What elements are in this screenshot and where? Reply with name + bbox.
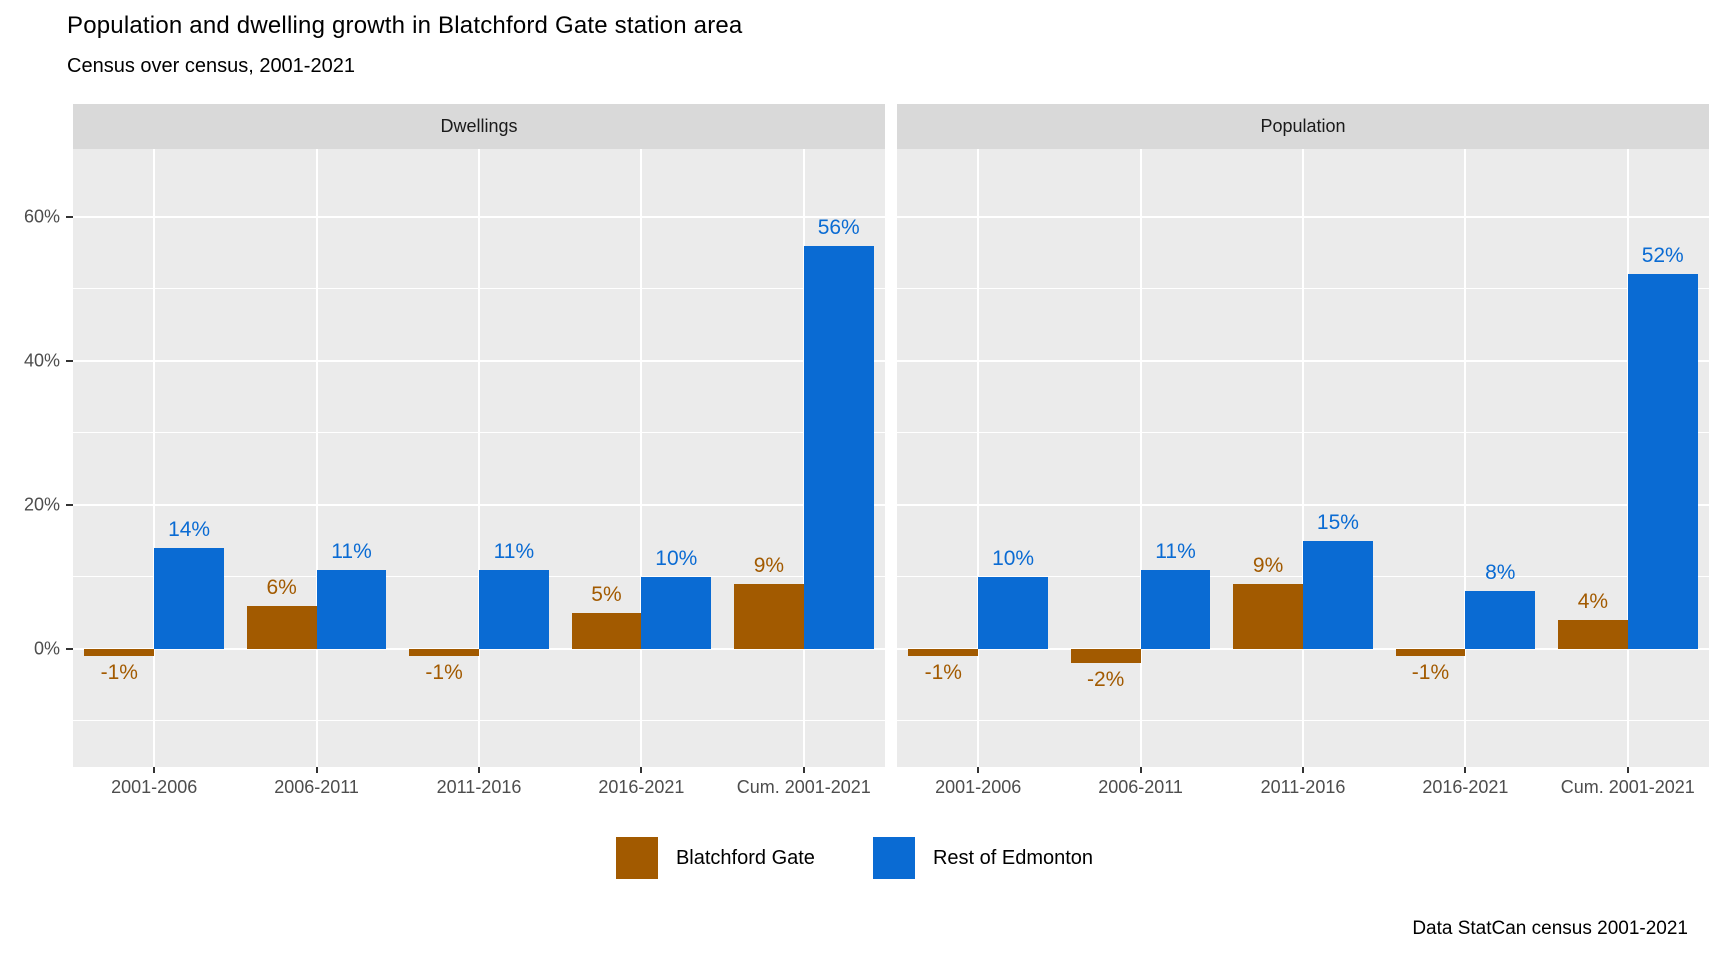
panel-population: -1% -2% 9% -1% 4% 10% 11% 15% 8% 52%: [897, 149, 1709, 767]
facet-strip-population: Population: [897, 104, 1709, 149]
bar-rest-of-edmonton: [1303, 540, 1373, 649]
bar-blatchford-gate: [1070, 648, 1141, 664]
x-axis-tick-mark: [977, 767, 980, 773]
bar-blatchford-gate: [908, 648, 979, 657]
bar-rest-of-edmonton: [978, 576, 1049, 649]
x-axis-tick-mark: [1302, 767, 1304, 773]
bar-blatchford-gate: [571, 612, 642, 649]
vertical-gridline: [1302, 149, 1304, 767]
x-axis-tick-mark: [640, 767, 643, 773]
vertical-gridline: [1464, 149, 1467, 767]
y-axis-tick-mark: [66, 647, 73, 650]
bar-rest-of-edmonton: [1465, 591, 1536, 649]
x-axis-tick-label: 2006-2011: [1098, 777, 1183, 797]
bar-rest-of-edmonton: [1140, 569, 1211, 649]
x-axis-tick-mark: [315, 767, 318, 773]
vertical-gridline: [640, 149, 643, 767]
bar-value-label: 52%: [1641, 244, 1684, 268]
bar-value-label: 10%: [992, 546, 1035, 570]
x-axis-tick-mark: [1626, 767, 1629, 773]
bar-value-label: 15%: [1316, 510, 1359, 534]
bar-blatchford-gate: [1395, 648, 1466, 657]
y-axis: 0% 20% 40% 60%: [0, 149, 73, 767]
bar-rest-of-edmonton: [154, 548, 225, 649]
chart-subtitle: Census over census, 2001-2021: [67, 55, 355, 77]
facet-strip-dwellings: Dwellings: [73, 104, 885, 149]
bar-value-label: -1%: [924, 661, 962, 685]
panel-dwellings: -1% 6% -1% 5% 9% 14% 11% 11% 10% 56%: [73, 149, 885, 767]
bar-value-label: 4%: [1577, 590, 1609, 614]
bar-value-label: -1%: [425, 661, 463, 685]
x-axis-tick-mark: [1139, 767, 1142, 773]
bar-blatchford-gate: [1233, 584, 1303, 649]
bar-blatchford-gate: [733, 584, 804, 649]
bar-blatchford-gate: [409, 648, 479, 657]
legend-label: Rest of Edmonton: [932, 846, 1094, 869]
x-axis-population: 2001-2006 2006-2011 2011-2016 2016-2021 Cum.…: [897, 767, 1709, 811]
legend-swatch-icon: [615, 837, 658, 879]
x-axis-tick-label: 2001-2006: [935, 777, 1022, 797]
y-axis-tick-label: 60%: [23, 206, 60, 227]
bar-value-label: 10%: [655, 546, 698, 570]
bar-rest-of-edmonton: [803, 245, 874, 649]
chart-title: Population and dwelling growth in Blatch…: [67, 12, 743, 39]
plot-area: Dwellings Population 0% 20% 40% 60% -1% 6% -1…: [0, 104, 1709, 811]
bar-blatchford-gate: [246, 605, 317, 649]
x-axis-tick-mark: [478, 767, 480, 773]
facet-strip-label: Population: [1260, 116, 1346, 136]
facet-strip-label: Dwellings: [440, 116, 518, 136]
x-axis-tick-label: 2016-2021: [598, 777, 685, 797]
y-axis-tick-label: 40%: [23, 350, 60, 371]
bar-value-label: 11%: [331, 539, 372, 563]
x-axis-tick-label: 2011-2016: [1260, 777, 1346, 797]
legend: Blatchford Gate Rest of Edmonton: [0, 836, 1709, 880]
x-axis-tick-label: 2006-2011: [274, 777, 359, 797]
bar-value-label: 11%: [493, 539, 535, 563]
vertical-gridline: [153, 149, 156, 767]
bar-value-label: 9%: [1252, 554, 1284, 578]
bar-value-label: 8%: [1485, 561, 1516, 585]
x-axis-tick-label: 2016-2021: [1422, 777, 1509, 797]
y-axis-tick-label: 20%: [23, 494, 60, 515]
x-axis-tick-mark: [153, 767, 156, 773]
bar-value-label: -2%: [1087, 668, 1125, 692]
x-axis-tick-label: Cum. 2001-2021: [1560, 777, 1695, 797]
bar-value-label: 9%: [753, 554, 785, 578]
bar-blatchford-gate: [84, 648, 155, 657]
x-axis-tick-mark: [802, 767, 805, 773]
bar-blatchford-gate: [1557, 620, 1628, 649]
bar-value-label: -1%: [100, 661, 138, 685]
vertical-gridline: [478, 149, 480, 767]
x-axis-tick-mark: [1464, 767, 1467, 773]
x-axis-dwellings: 2001-2006 2006-2011 2011-2016 2016-2021 Cum.…: [73, 767, 885, 811]
bar-rest-of-edmonton: [479, 569, 549, 649]
vertical-gridline: [315, 149, 318, 767]
bar-value-label: -1%: [1411, 661, 1450, 685]
legend-swatch-icon: [872, 837, 915, 879]
bar-rest-of-edmonton: [641, 576, 712, 649]
bar-rest-of-edmonton: [316, 569, 387, 649]
x-axis-tick-label: 2001-2006: [111, 777, 198, 797]
chart-caption: Data StatCan census 2001-2021: [1412, 918, 1688, 939]
legend-label: Blatchford Gate: [675, 846, 815, 869]
vertical-gridline: [977, 149, 980, 767]
bar-value-label: 14%: [168, 518, 211, 542]
y-axis-tick-mark: [66, 359, 73, 362]
bar-value-label: 11%: [1155, 539, 1196, 563]
legend-item-rest-of-edmonton: Rest of Edmonton: [872, 837, 1094, 879]
x-axis-tick-label: 2011-2016: [436, 777, 522, 797]
y-axis-tick-label: 0%: [33, 638, 60, 659]
x-axis-tick-label: Cum. 2001-2021: [736, 777, 871, 797]
bar-rest-of-edmonton: [1627, 274, 1698, 649]
y-axis-tick-mark: [66, 503, 73, 506]
bar-value-label: 56%: [817, 215, 860, 239]
bar-value-label: 6%: [266, 575, 297, 599]
y-axis-tick-mark: [66, 215, 73, 218]
legend-item-blatchford-gate: Blatchford Gate: [615, 837, 815, 879]
vertical-gridline: [1139, 149, 1142, 767]
bar-value-label: 5%: [591, 582, 622, 606]
